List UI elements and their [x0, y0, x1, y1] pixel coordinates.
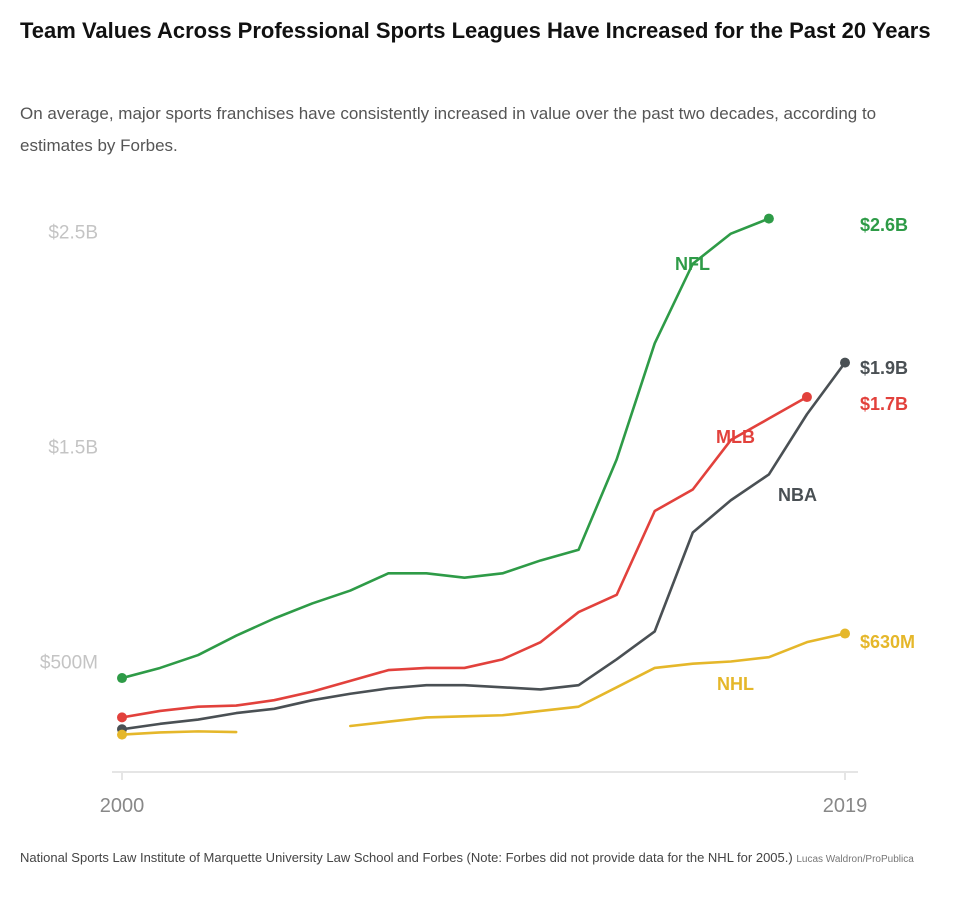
series-end-value-nfl: $2.6B	[860, 215, 908, 235]
series-end-value-mlb: $1.7B	[860, 394, 908, 414]
source-text: National Sports Law Institute of Marquet…	[20, 850, 793, 865]
y-tick-label: $500M	[40, 653, 98, 674]
series-end-value-nhl: $630M	[860, 632, 915, 652]
line-chart: $500M $1.5B $2.5B 2000 2019 NFL $2.6B MLB $1.7B…	[40, 213, 915, 818]
start-point-nhl	[117, 729, 127, 740]
credit-text: Lucas Waldron/ProPublica	[796, 854, 914, 865]
series-line-nfl	[120, 217, 771, 680]
end-point-nfl	[763, 213, 774, 224]
series-name-label-mlb: MLB	[716, 427, 755, 447]
x-tick-label: 2019	[823, 795, 868, 817]
series-line-nba	[120, 361, 847, 731]
axis-layer: $500M $1.5B $2.5B 2000 2019	[40, 223, 867, 818]
end-point-nhl	[840, 628, 850, 639]
end-point-mlb	[801, 392, 812, 403]
series-line-nhl-segment-2	[349, 632, 847, 728]
start-point-mlb	[117, 712, 127, 723]
series-line-nhl-segment-1	[120, 730, 238, 736]
series-name-label-nfl: NFL	[675, 254, 710, 274]
chart-subtitle: On average, major sports franchises have…	[20, 104, 877, 155]
y-tick-label: $2.5B	[48, 223, 98, 244]
end-point-nba	[840, 357, 850, 368]
label-layer: NFL $2.6B MLB $1.7B NBA $1.9B NHL $630M	[675, 215, 915, 694]
series-name-label-nhl: NHL	[717, 674, 754, 694]
source-note: National Sports Law Institute of Marquet…	[20, 846, 960, 872]
series-name-label-nba: NBA	[778, 485, 817, 505]
x-tick-label: 2000	[100, 795, 145, 817]
series-line-mlb	[120, 395, 809, 719]
series-layer	[117, 213, 850, 740]
chart-title: Team Values Across Professional Sports L…	[20, 18, 931, 43]
y-tick-label: $1.5B	[48, 438, 98, 459]
series-end-value-nba: $1.9B	[860, 358, 908, 378]
start-point-nfl	[117, 673, 127, 684]
